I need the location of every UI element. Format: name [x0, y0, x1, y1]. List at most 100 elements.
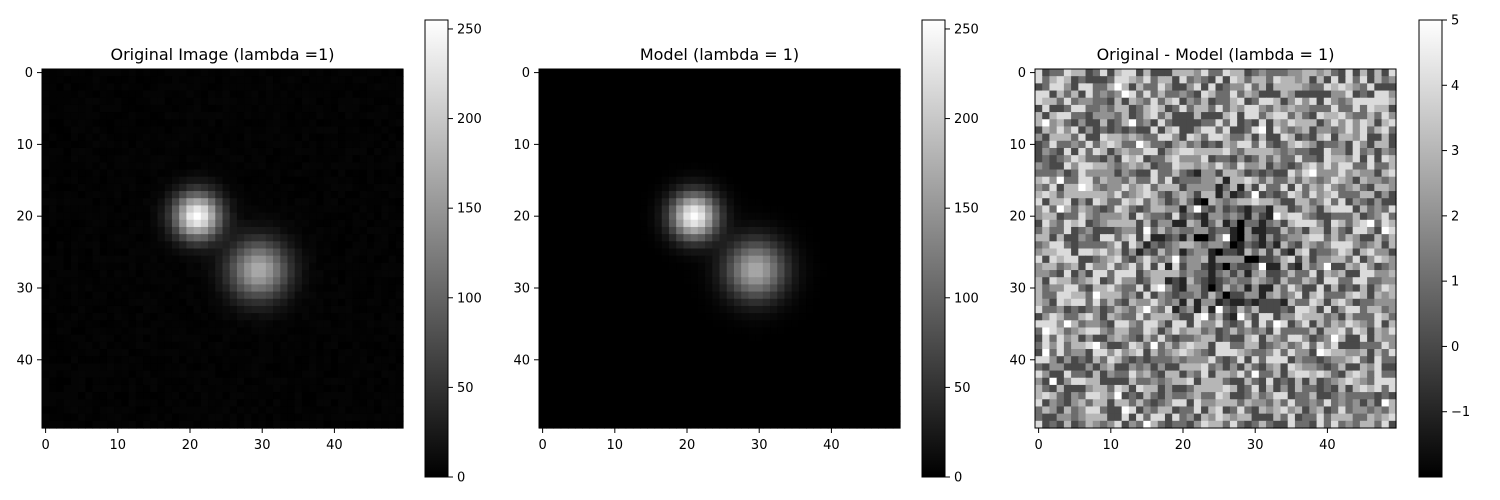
heatmap-cell [567, 90, 576, 99]
heatmap-cell [748, 341, 757, 350]
heatmap-cell [193, 226, 202, 235]
heatmap-cell [56, 155, 65, 163]
heatmap-cell [553, 119, 562, 128]
heatmap-cell [359, 356, 368, 364]
heatmap-cell [863, 90, 872, 99]
heatmap-cell [258, 341, 267, 350]
heatmap-cell [697, 183, 706, 192]
heatmap-cell [287, 291, 296, 300]
heatmap-cell [878, 191, 887, 199]
heatmap-cell [755, 399, 764, 408]
heatmap-cell [647, 406, 656, 415]
heatmap-cell [726, 198, 735, 207]
heatmap-cell [316, 162, 325, 171]
heatmap-cell [157, 133, 166, 142]
heatmap-cell [546, 420, 555, 429]
heatmap-cell [777, 320, 786, 329]
heatmap-cell [85, 112, 94, 120]
heatmap-cell [791, 191, 800, 199]
heatmap-cell [798, 392, 807, 400]
heatmap-cell [359, 169, 368, 178]
heatmap-cell [654, 112, 663, 120]
heatmap-cell [70, 241, 79, 250]
heatmap-cell [366, 219, 375, 228]
heatmap-cell [712, 205, 721, 214]
heatmap-cell [690, 298, 699, 307]
heatmap-cell [820, 183, 829, 192]
heatmap-cell [603, 327, 612, 336]
heatmap-cell [359, 226, 368, 235]
heatmap-cell [287, 341, 296, 350]
heatmap-cell [186, 341, 195, 350]
heatmap-cell [892, 191, 901, 199]
heatmap-cell [316, 305, 325, 314]
heatmap-cell [273, 212, 281, 221]
heatmap-cell [871, 384, 879, 393]
heatmap-cell [171, 133, 180, 142]
heatmap-cell [733, 320, 742, 329]
heatmap-cell [871, 169, 879, 178]
heatmap-cell [755, 327, 764, 336]
heatmap-cell [560, 162, 569, 171]
heatmap-cell [128, 83, 137, 92]
heatmap-cell [856, 76, 865, 84]
heatmap-cell [78, 191, 86, 199]
heatmap-cell [741, 140, 749, 149]
heatmap-cell [618, 320, 627, 329]
heatmap-cell [294, 334, 303, 343]
heatmap-cell [827, 126, 836, 135]
heatmap-cell [157, 226, 166, 235]
heatmap-cell [236, 147, 245, 156]
heatmap-cell [374, 291, 382, 300]
heatmap-cell [741, 212, 749, 221]
heatmap-cell [301, 104, 310, 113]
heatmap-cell [388, 112, 397, 120]
heatmap-cell [827, 219, 836, 228]
heatmap-cell [114, 234, 123, 242]
heatmap-cell [128, 327, 137, 336]
heatmap-cell [49, 363, 58, 372]
heatmap-cell [92, 133, 101, 142]
heatmap-cell [647, 83, 656, 92]
heatmap-cell [863, 262, 872, 271]
heatmap-cell [690, 183, 699, 192]
heatmap-cell [712, 83, 721, 92]
heatmap-cell [374, 363, 382, 372]
heatmap-cell [748, 90, 757, 99]
heatmap-cell [719, 284, 728, 293]
heatmap-cell [294, 97, 303, 106]
heatmap-cell [892, 255, 901, 264]
heatmap-cell [338, 320, 346, 329]
heatmap-cell [381, 413, 390, 422]
heatmap-cell [374, 69, 382, 77]
heatmap-cell [712, 248, 721, 257]
heatmap-cell [157, 140, 166, 149]
heatmap-cell [78, 126, 86, 135]
heatmap-cell [273, 90, 281, 99]
heatmap-cell [301, 356, 310, 364]
heatmap-cell [301, 219, 310, 228]
heatmap-cell [150, 248, 159, 257]
heatmap-cell [135, 198, 144, 207]
heatmap-cell [280, 334, 289, 343]
heatmap-cell [85, 313, 94, 321]
heatmap-cell [92, 76, 101, 84]
heatmap-cell [791, 83, 800, 92]
heatmap-cell [625, 313, 634, 321]
heatmap-cell [842, 334, 851, 343]
heatmap-cell [539, 284, 547, 293]
heatmap-cell [374, 420, 382, 429]
heatmap-cell [215, 126, 224, 135]
heatmap-cell [560, 270, 569, 278]
heatmap-cell [316, 226, 325, 235]
heatmap-cell [632, 277, 641, 285]
heatmap-cell [567, 392, 576, 400]
heatmap-cell [777, 413, 786, 422]
heatmap-cell [770, 198, 778, 207]
heatmap-cell [546, 370, 555, 379]
heatmap-cell [546, 69, 555, 77]
heatmap-cell [647, 76, 656, 84]
heatmap-cell [791, 384, 800, 393]
heatmap-cell [323, 341, 332, 350]
heatmap-cell [762, 126, 771, 135]
